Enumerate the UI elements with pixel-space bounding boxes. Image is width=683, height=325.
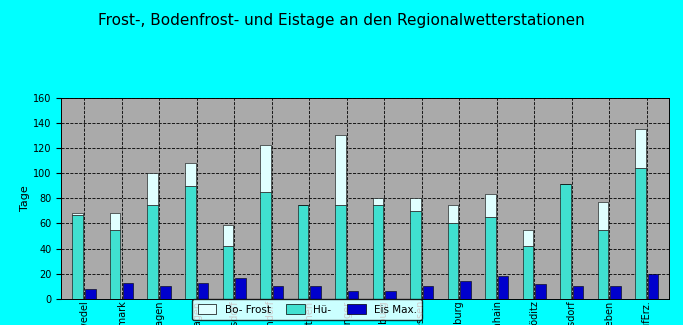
Bar: [535, 284, 546, 299]
Text: Frost-, Bodenfrost- und Eistage an den Regionalwetterstationen: Frost-, Bodenfrost- und Eistage an den R…: [98, 13, 585, 28]
Bar: [560, 184, 571, 299]
Bar: [85, 289, 96, 299]
Bar: [348, 292, 358, 299]
Bar: [447, 204, 458, 224]
Bar: [260, 192, 270, 299]
Bar: [598, 230, 609, 299]
Y-axis label: Tage: Tage: [20, 185, 31, 211]
Bar: [335, 204, 346, 299]
Bar: [110, 213, 120, 230]
Bar: [447, 224, 458, 299]
Bar: [635, 129, 645, 168]
Bar: [160, 286, 171, 299]
Bar: [522, 230, 533, 246]
Bar: [260, 145, 270, 192]
Legend: Bo- Frost, Hü-, Eis Max.: Bo- Frost, Hü-, Eis Max.: [193, 299, 422, 320]
Bar: [485, 217, 496, 299]
Bar: [223, 246, 233, 299]
Bar: [410, 198, 421, 211]
Bar: [72, 214, 83, 299]
Bar: [235, 278, 246, 299]
Bar: [573, 286, 583, 299]
Bar: [460, 281, 471, 299]
Bar: [498, 276, 508, 299]
Bar: [410, 211, 421, 299]
Bar: [522, 246, 533, 299]
Bar: [72, 213, 83, 215]
Bar: [148, 173, 158, 204]
Bar: [110, 230, 120, 299]
Bar: [423, 286, 433, 299]
Bar: [335, 135, 346, 204]
Bar: [611, 286, 621, 299]
Bar: [385, 292, 395, 299]
Bar: [373, 198, 383, 204]
Bar: [197, 283, 208, 299]
Bar: [148, 204, 158, 299]
Bar: [185, 186, 195, 299]
Bar: [485, 194, 496, 217]
Bar: [635, 168, 645, 299]
Bar: [373, 204, 383, 299]
Bar: [298, 204, 308, 299]
Bar: [598, 202, 609, 230]
Bar: [310, 286, 321, 299]
Bar: [648, 274, 658, 299]
Bar: [223, 225, 233, 246]
Bar: [185, 163, 195, 186]
Bar: [273, 286, 283, 299]
Bar: [122, 283, 133, 299]
